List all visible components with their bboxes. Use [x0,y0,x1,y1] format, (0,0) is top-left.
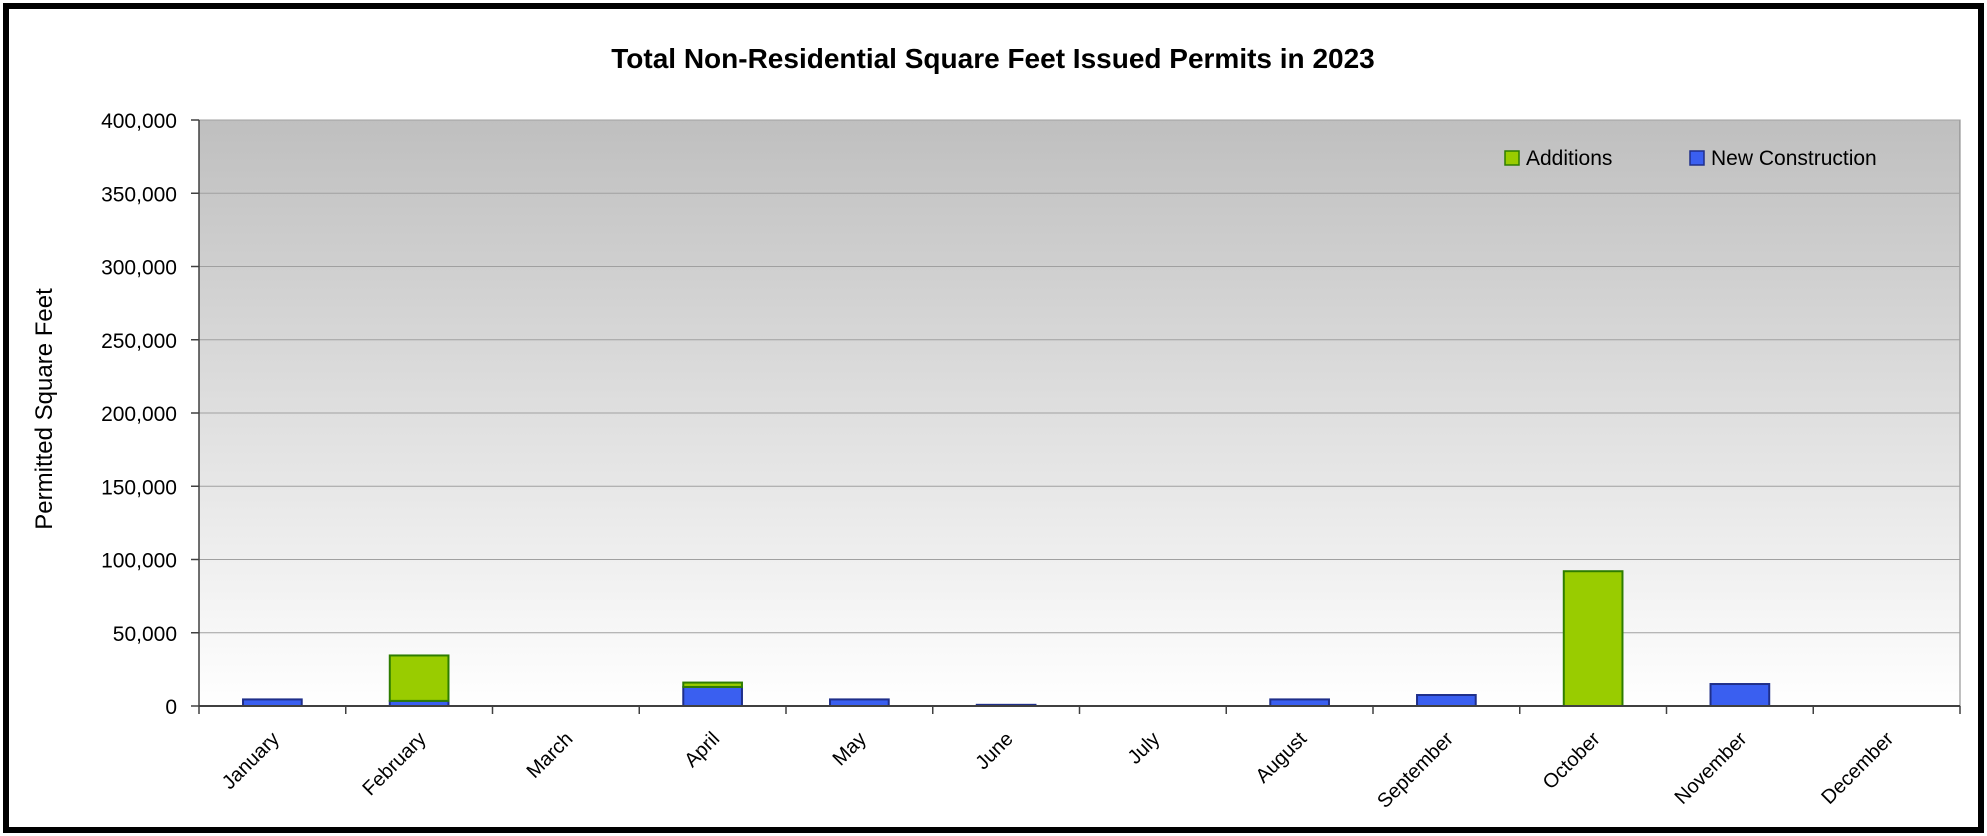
x-tick-label: April [680,728,724,772]
bar-new-construction-april [682,685,743,708]
x-tick-label: January [218,728,284,794]
x-tick-label: November [1671,728,1752,809]
x-tick-label: May [829,728,871,770]
legend-swatch-new-construction [1689,150,1705,166]
x-tick-label: June [971,728,1017,774]
x-tick-label: February [359,728,431,800]
chart-title: Total Non-Residential Square Feet Issued… [611,43,1374,74]
legend-label-additions: Additions [1526,147,1612,170]
x-tick-label: December [1817,728,1898,809]
gridlines [199,119,1960,634]
y-axis: 0 50,000 100,000 150,000 200,000 250,000 300,0… [101,110,199,719]
legend: Additions New Construction [1504,147,1877,170]
y-axis-label: Permitted Square Feet [31,288,58,530]
bar-additions-october [1562,570,1624,707]
y-tick-label: 200,000 [101,403,177,426]
y-tick-label: 300,000 [101,257,177,280]
x-tick-label: October [1539,728,1605,794]
legend-label-new-construction: New Construction [1711,147,1877,170]
x-tick-label: March [523,728,578,783]
x-axis [198,120,1961,714]
legend-swatch-additions [1504,150,1520,166]
x-tick-label: August [1252,728,1312,788]
x-tick-label: July [1124,728,1165,769]
bar-additions-february [388,654,450,702]
bar-additions-april [682,681,743,688]
y-tick-label: 250,000 [101,330,177,353]
bar-new-construction-november [1709,683,1771,708]
bar-new-construction-september [1416,694,1477,708]
bars [242,570,1771,708]
y-tick-label: 50,000 [113,623,177,646]
y-tick-label: 150,000 [101,476,177,499]
y-tick-label: 0 [165,696,177,719]
x-tick-label: September [1373,728,1458,813]
y-tick-label: 100,000 [101,550,177,573]
y-tick-label: 350,000 [101,183,177,206]
x-tick-labels: January February March April May June July Augu… [218,728,1898,813]
y-tick-label: 400,000 [101,110,177,133]
